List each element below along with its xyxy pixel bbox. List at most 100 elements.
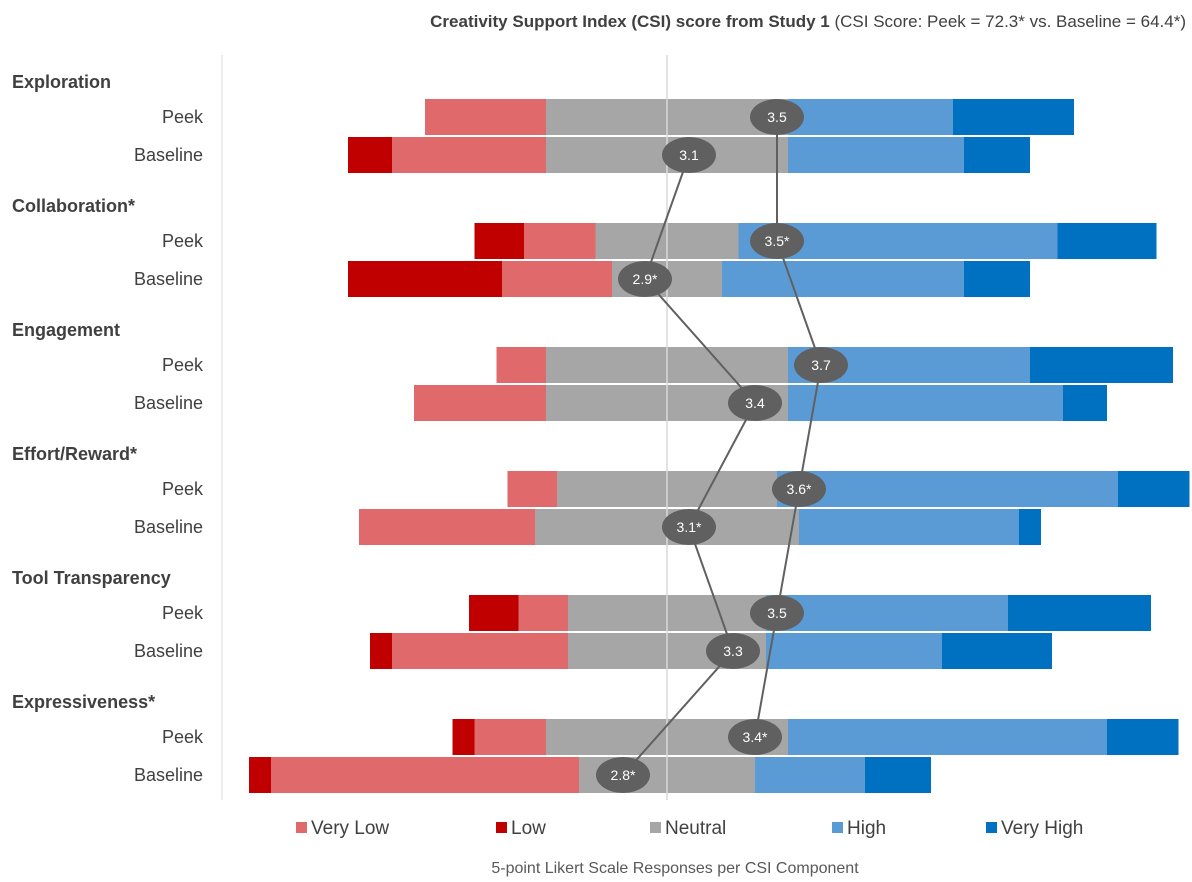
bar-expressiveness-peek-low [452, 719, 475, 755]
chart-subtitle: (CSI Score: Peek = 72.3* vs. Baseline = … [834, 12, 1186, 31]
row-label-effort-reward-baseline: Baseline [134, 517, 203, 537]
mean-marker-expressiveness-peek [728, 719, 782, 755]
mean-marker-engagement-peek [794, 347, 848, 383]
bar-exploration-baseline-low [348, 137, 392, 173]
bar-effort-reward-baseline-high [799, 509, 1019, 545]
bar-engagement-baseline-very-low [414, 385, 546, 421]
mean-label-expressiveness-baseline: 2.8* [611, 767, 636, 783]
bar-collaboration-baseline-low [348, 261, 502, 297]
bar-tool-transparency-peek-very-high [1008, 595, 1151, 631]
legend-label-high: High [847, 818, 887, 839]
bar-tool-transparency-peek-low [469, 595, 519, 631]
bar-exploration-baseline-very-high [964, 137, 1030, 173]
mean-marker-effort-reward-baseline [662, 509, 716, 545]
bar-exploration-baseline-high [788, 137, 964, 173]
legend-item-very-high: Very High [986, 818, 1083, 840]
bar-effort-reward-peek-very-low [507, 471, 557, 507]
bar-tool-transparency-baseline-very-high [942, 633, 1052, 669]
bar-tool-transparency-peek-very-low [518, 595, 568, 631]
mean-label-expressiveness-peek: 3.4* [743, 729, 768, 745]
bar-effort-reward-baseline-very-high [1019, 509, 1041, 545]
legend-swatch-high [832, 822, 843, 833]
mean-marker-effort-reward-peek [772, 471, 826, 507]
bar-engagement-baseline-very-high [1063, 385, 1107, 421]
bar-expressiveness-peek-high [788, 719, 1107, 755]
bar-collaboration-peek-very-low [524, 223, 596, 259]
bar-exploration-baseline-very-low [392, 137, 546, 173]
bar-expressiveness-baseline-high [755, 757, 865, 793]
row-label-exploration-peek: Peek [162, 107, 204, 127]
mean-marker-expressiveness-baseline [596, 757, 650, 793]
bar-engagement-peek-very-low [496, 347, 546, 383]
mean-line-peek [754, 117, 823, 738]
bar-tool-transparency-baseline-low [370, 633, 392, 669]
mean-label-engagement-baseline: 3.4 [745, 395, 765, 411]
row-label-collaboration-peek: Peek [162, 231, 204, 251]
legend-label-very-low: Very Low [311, 818, 390, 839]
legend-item-very-low: Very Low [296, 818, 389, 840]
legend-swatch-very-high [986, 822, 997, 833]
chart-title: Creativity Support Index (CSI) score fro… [430, 12, 830, 31]
row-label-tool-transparency-peek: Peek [162, 603, 204, 623]
row-label-expressiveness-peek: Peek [162, 727, 204, 747]
mean-label-exploration-baseline: 3.1 [679, 147, 699, 163]
mean-marker-tool-transparency-baseline [706, 633, 760, 669]
row-label-engagement-peek: Peek [162, 355, 204, 375]
bar-expressiveness-peek-very-low [474, 719, 546, 755]
legend-swatch-low [496, 822, 507, 833]
group-label-expressiveness: Expressiveness* [12, 692, 155, 712]
legend-item-neutral: Neutral [650, 818, 726, 840]
legend-label-very-high: Very High [1001, 818, 1084, 839]
bar-tool-transparency-baseline-very-low [392, 633, 568, 669]
bar-tool-transparency-peek-high [766, 595, 1008, 631]
legend-item-low: Low [496, 818, 546, 840]
mean-marker-tool-transparency-peek [750, 595, 804, 631]
mean-label-tool-transparency-baseline: 3.3 [723, 643, 743, 659]
bar-collaboration-peek-low [474, 223, 524, 259]
legend-swatch-neutral [650, 822, 661, 833]
bar-engagement-baseline-high [788, 385, 1063, 421]
bar-collaboration-baseline-very-low [502, 261, 612, 297]
bar-expressiveness-baseline-very-high [865, 757, 931, 793]
bar-tool-transparency-baseline-high [766, 633, 942, 669]
bar-collaboration-baseline-high [722, 261, 964, 297]
mean-marker-collaboration-peek [750, 223, 804, 259]
row-label-collaboration-baseline: Baseline [134, 269, 203, 289]
bar-collaboration-peek-very-high [1057, 223, 1157, 259]
row-label-tool-transparency-baseline: Baseline [134, 641, 203, 661]
group-label-collaboration: Collaboration* [12, 196, 135, 216]
legend-label-neutral: Neutral [665, 818, 727, 839]
legend-label-low: Low [511, 818, 546, 839]
bar-expressiveness-peek-very-high [1107, 719, 1179, 755]
bar-exploration-peek-very-low [425, 99, 546, 135]
group-label-engagement: Engagement [12, 320, 120, 340]
bar-collaboration-baseline-very-high [964, 261, 1030, 297]
group-label-exploration: Exploration [12, 72, 111, 92]
legend-item-high: High [832, 818, 886, 840]
group-label-effort-reward: Effort/Reward* [12, 444, 137, 464]
mean-marker-collaboration-baseline [618, 261, 672, 297]
bar-effort-reward-peek-high [777, 471, 1118, 507]
mean-label-effort-reward-peek: 3.6* [787, 481, 812, 497]
mean-label-engagement-peek: 3.7 [811, 357, 831, 373]
bar-engagement-peek-very-high [1030, 347, 1173, 383]
mean-marker-engagement-baseline [728, 385, 782, 421]
legend: Very Low Low Neutral High Very High [0, 818, 1192, 842]
mean-label-collaboration-baseline: 2.9* [633, 271, 658, 287]
bar-exploration-peek-very-high [953, 99, 1074, 135]
mean-marker-exploration-baseline [662, 137, 716, 173]
row-label-exploration-baseline: Baseline [134, 145, 203, 165]
bar-expressiveness-baseline-low [249, 757, 271, 793]
mean-line-baseline [622, 154, 757, 776]
group-label-tool-transparency: Tool Transparency [12, 568, 171, 588]
mean-label-exploration-peek: 3.5 [767, 109, 787, 125]
mean-label-collaboration-peek: 3.5* [765, 233, 790, 249]
x-axis-label: 5-point Likert Scale Responses per CSI C… [491, 860, 859, 877]
bar-effort-reward-peek-very-high [1118, 471, 1190, 507]
bar-expressiveness-baseline-very-low [271, 757, 579, 793]
bar-exploration-peek-high [788, 99, 953, 135]
row-label-engagement-baseline: Baseline [134, 393, 203, 413]
legend-swatch-very-low [296, 822, 307, 833]
bar-effort-reward-baseline-very-low [359, 509, 535, 545]
